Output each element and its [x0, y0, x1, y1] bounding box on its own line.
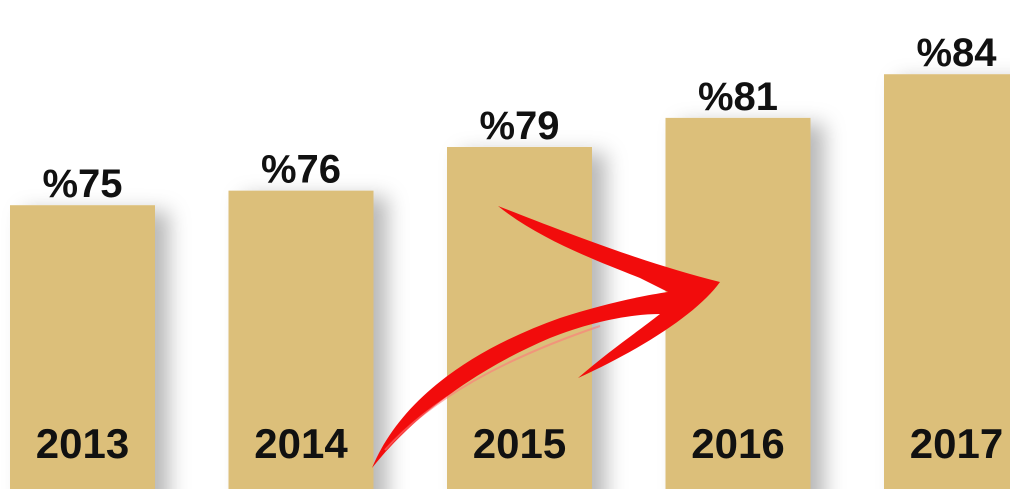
bar: [228, 190, 374, 489]
value-label: %84: [916, 31, 997, 75]
x-tick-label: 2013: [36, 420, 129, 467]
x-tick-label: 2014: [254, 420, 348, 467]
x-tick-label: 2017: [910, 420, 1003, 467]
value-label: %79: [479, 104, 559, 148]
bar: [884, 74, 1010, 489]
bar: [10, 205, 155, 489]
value-label: %81: [698, 75, 778, 119]
trend-arrow: [372, 206, 720, 468]
value-label: %75: [42, 162, 122, 206]
bars: [10, 74, 1010, 489]
labels: %75 2013 %76 2014 %79 2015 %81 2016 %84 2017: [36, 31, 1003, 467]
x-tick-label: 2015: [473, 420, 566, 467]
value-label: %76: [261, 148, 341, 192]
x-tick-label: 2016: [691, 420, 784, 467]
